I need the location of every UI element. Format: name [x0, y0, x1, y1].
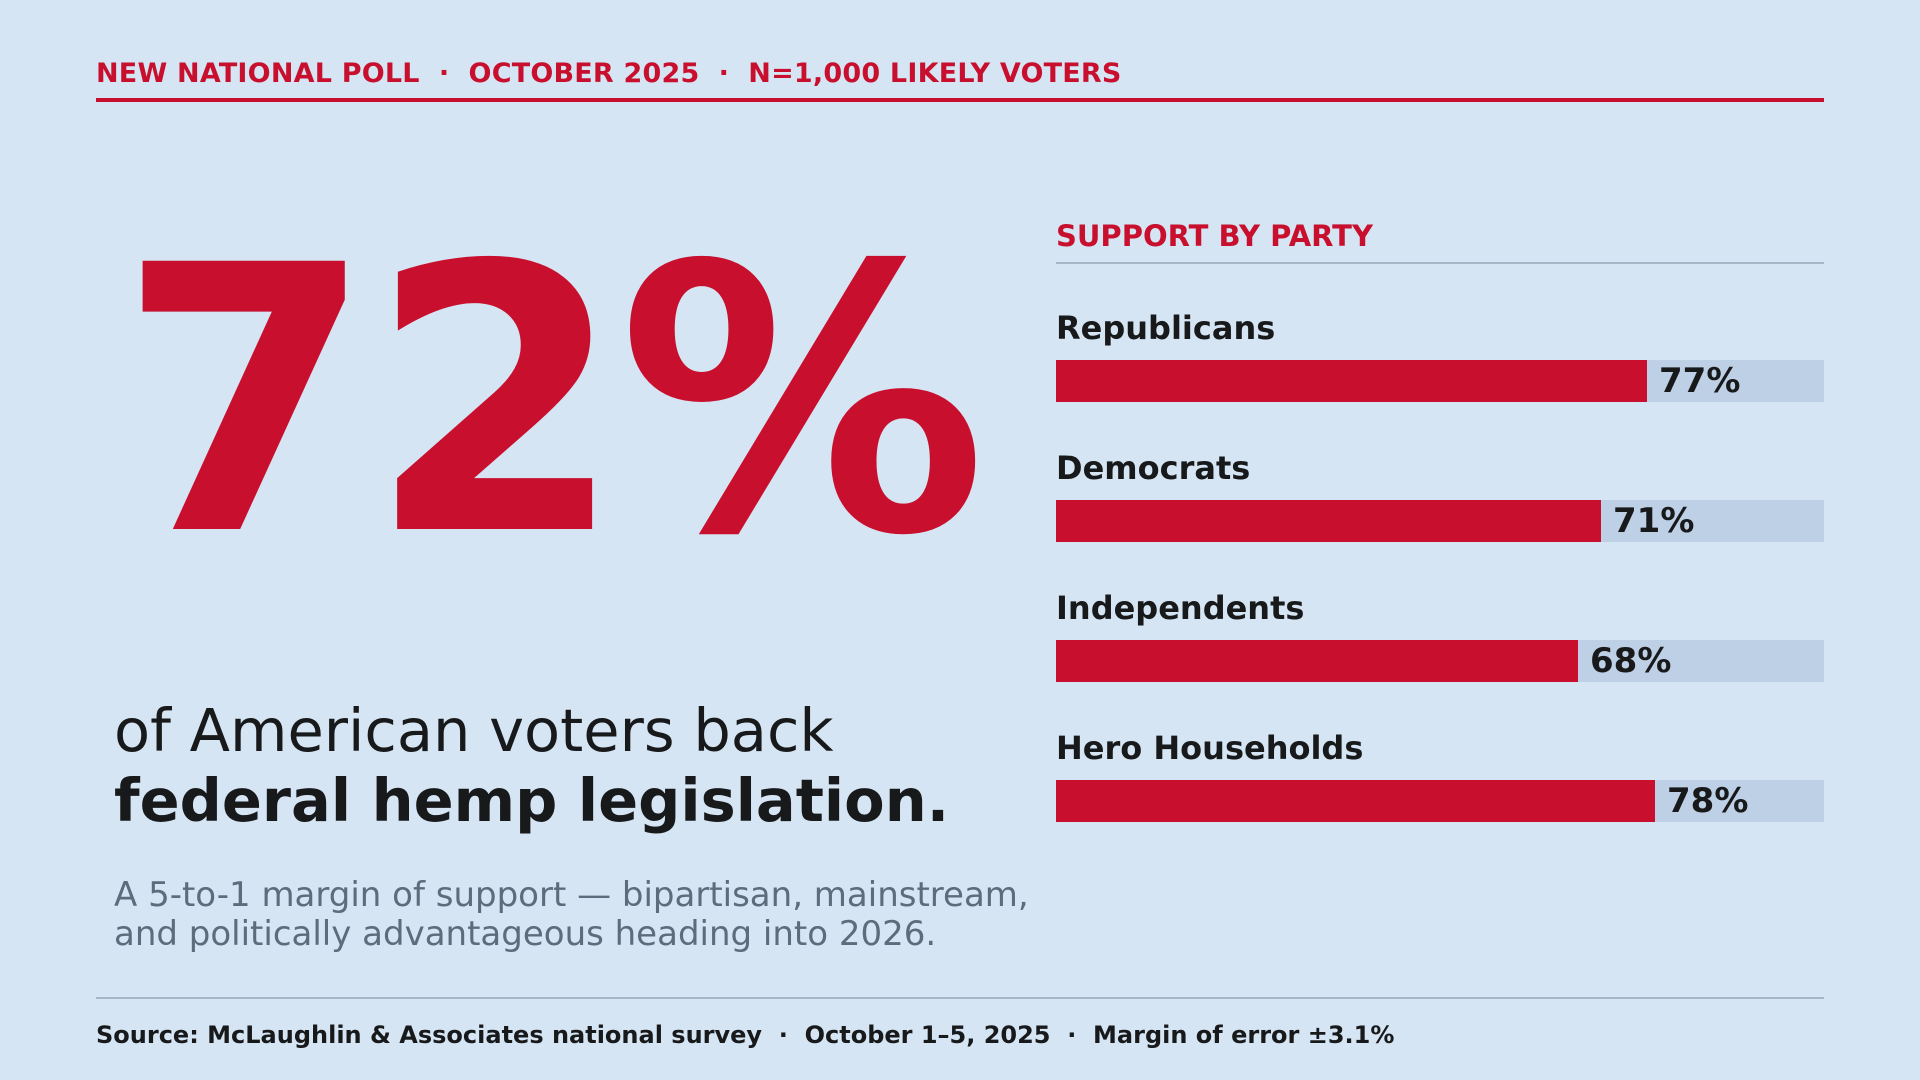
- bar-category-label: Republicans: [1056, 309, 1276, 347]
- headline-line-1: of American voters back: [114, 696, 834, 765]
- subtext-line-1: A 5-to-1 margin of support — bipartisan,…: [114, 875, 1029, 915]
- bar-value-label: 78%: [1667, 781, 1749, 821]
- bar: [1056, 780, 1655, 822]
- bar-group: Republicans 77%: [1056, 308, 1824, 448]
- bar-group: Democrats 71%: [1056, 448, 1824, 588]
- bar: [1056, 500, 1601, 542]
- source-footnote: Source: McLaughlin & Associates national…: [96, 1021, 1395, 1049]
- chart-title: SUPPORT BY PARTY: [1056, 219, 1373, 253]
- poll-header: NEW NATIONAL POLL · OCTOBER 2025 · N=1,0…: [96, 58, 1122, 89]
- bar-track: 77%: [1056, 360, 1824, 402]
- headline-lead: of American voters back federal hemp leg…: [114, 696, 949, 836]
- bar-category-label: Hero Households: [1056, 729, 1364, 767]
- bar-track: 78%: [1056, 780, 1824, 822]
- bar-value-label: 68%: [1590, 641, 1672, 681]
- headline-line-2: federal hemp legislation.: [114, 766, 950, 835]
- support-by-party-chart: SUPPORT BY PARTY Republicans 77% Democrats…: [1056, 216, 1824, 868]
- chart-title-rule: [1056, 262, 1824, 264]
- bar-list: Republicans 77% Democrats 71% Independents 68…: [1056, 308, 1824, 868]
- bar-group: Hero Households 78%: [1056, 728, 1824, 868]
- headline-big-number: 72%: [118, 187, 987, 616]
- bar: [1056, 360, 1647, 402]
- bar-track: 71%: [1056, 500, 1824, 542]
- footer-rule: [96, 997, 1824, 999]
- bar-value-label: 71%: [1613, 501, 1695, 541]
- bar-category-label: Independents: [1056, 589, 1305, 627]
- header-rule: [96, 98, 1824, 102]
- bar-group: Independents 68%: [1056, 588, 1824, 728]
- bar-value-label: 77%: [1659, 361, 1741, 401]
- bar-category-label: Democrats: [1056, 449, 1251, 487]
- bar-track: 68%: [1056, 640, 1824, 682]
- subtext-line-2: and politically advantageous heading int…: [114, 914, 937, 954]
- bar: [1056, 640, 1578, 682]
- headline-subtext: A 5-to-1 margin of support — bipartisan,…: [114, 876, 1029, 954]
